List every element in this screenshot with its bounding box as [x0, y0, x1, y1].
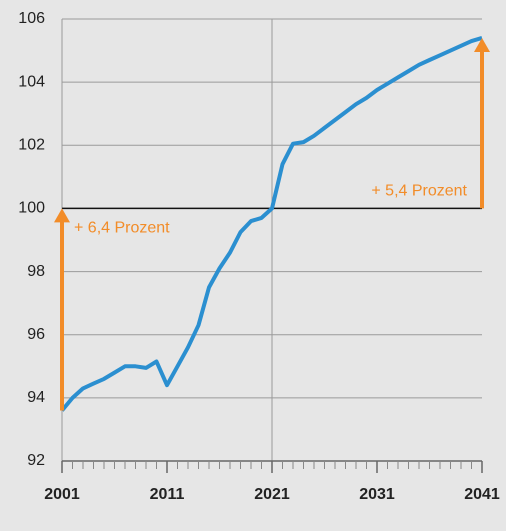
x-tick-label: 2021	[254, 486, 290, 503]
x-tick-label: 2041	[464, 486, 500, 503]
y-tick-label: 96	[27, 326, 45, 343]
line-series	[60, 35, 483, 412]
y-tick-label: 94	[27, 389, 45, 406]
y-tick-label: 92	[27, 452, 45, 469]
y-tick-label: 98	[27, 263, 45, 280]
y-tick-label: 102	[18, 137, 45, 154]
annotation: + 5,4 Prozent	[371, 183, 467, 200]
arrow-head	[474, 37, 490, 52]
x-tick-label: 2001	[44, 486, 80, 503]
x-tick-label: 2031	[359, 486, 395, 503]
y-tick-label: 100	[18, 200, 45, 217]
arrow-head	[54, 208, 70, 223]
y-tick-label: 104	[18, 73, 45, 90]
x-tick-label: 2011	[150, 486, 185, 503]
annotation: + 6,4 Prozent	[74, 220, 170, 237]
y-tick-label: 106	[18, 10, 45, 27]
